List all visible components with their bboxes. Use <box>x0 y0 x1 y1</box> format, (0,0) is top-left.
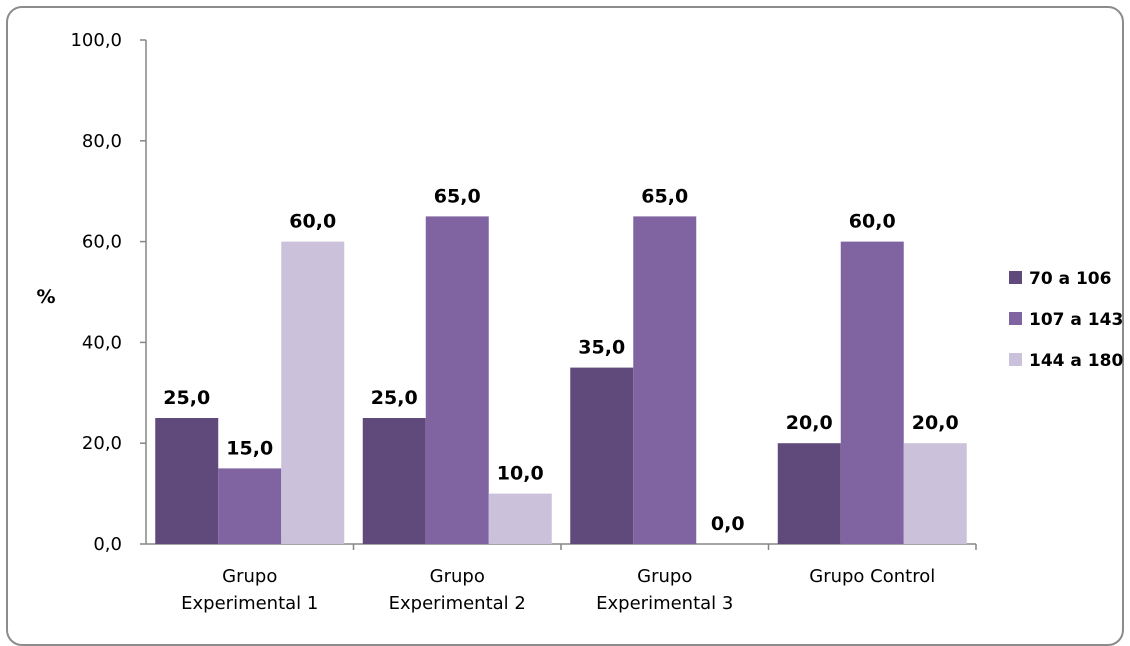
data-label: 25,0 <box>371 387 418 409</box>
data-label: 25,0 <box>163 387 210 409</box>
bar <box>570 367 634 544</box>
x-category-label: Grupo Control <box>809 566 935 587</box>
legend-label: 107 a 143 <box>1029 310 1123 330</box>
bar <box>281 241 345 544</box>
bar <box>218 468 282 544</box>
data-label: 65,0 <box>434 185 481 207</box>
bar <box>840 241 904 544</box>
data-label: 60,0 <box>289 211 336 233</box>
bar <box>633 216 697 544</box>
y-tick-label: 0,0 <box>93 534 122 555</box>
data-label: 20,0 <box>912 412 959 434</box>
y-tick-label: 80,0 <box>82 131 122 152</box>
data-label: 65,0 <box>641 185 688 207</box>
bar <box>425 216 489 544</box>
bar <box>488 493 552 544</box>
y-axis-label: % <box>36 286 55 308</box>
x-category-label: Experimental 2 <box>389 593 526 614</box>
x-category-label: Experimental 3 <box>596 593 733 614</box>
legend-swatch <box>1009 353 1022 366</box>
bar <box>777 443 841 544</box>
x-category-label: Grupo <box>637 566 692 587</box>
bar <box>155 418 219 544</box>
y-tick-label: 20,0 <box>82 433 122 454</box>
bar <box>362 418 426 544</box>
data-label: 0,0 <box>711 513 745 535</box>
data-label: 20,0 <box>786 412 833 434</box>
x-category-label: Grupo <box>430 566 485 587</box>
legend-swatch <box>1009 271 1022 284</box>
data-label: 60,0 <box>849 211 896 233</box>
bar-chart: 0,0 20,0 40,0 60,0 80,0 100,0% 25,0 15,0 60,0 Gru… <box>36 30 1123 614</box>
data-label: 15,0 <box>226 437 273 459</box>
x-category-label: Grupo <box>222 566 277 587</box>
y-tick-label: 40,0 <box>82 332 122 353</box>
data-label: 35,0 <box>578 337 625 359</box>
legend-swatch <box>1009 312 1022 325</box>
bar <box>903 443 967 544</box>
legend-label: 70 a 106 <box>1029 269 1111 289</box>
data-label: 10,0 <box>497 463 544 485</box>
y-tick-label: 100,0 <box>70 30 122 51</box>
y-tick-label: 60,0 <box>82 232 122 253</box>
x-category-label: Experimental 1 <box>181 593 318 614</box>
legend-label: 144 a 180 <box>1029 351 1123 371</box>
